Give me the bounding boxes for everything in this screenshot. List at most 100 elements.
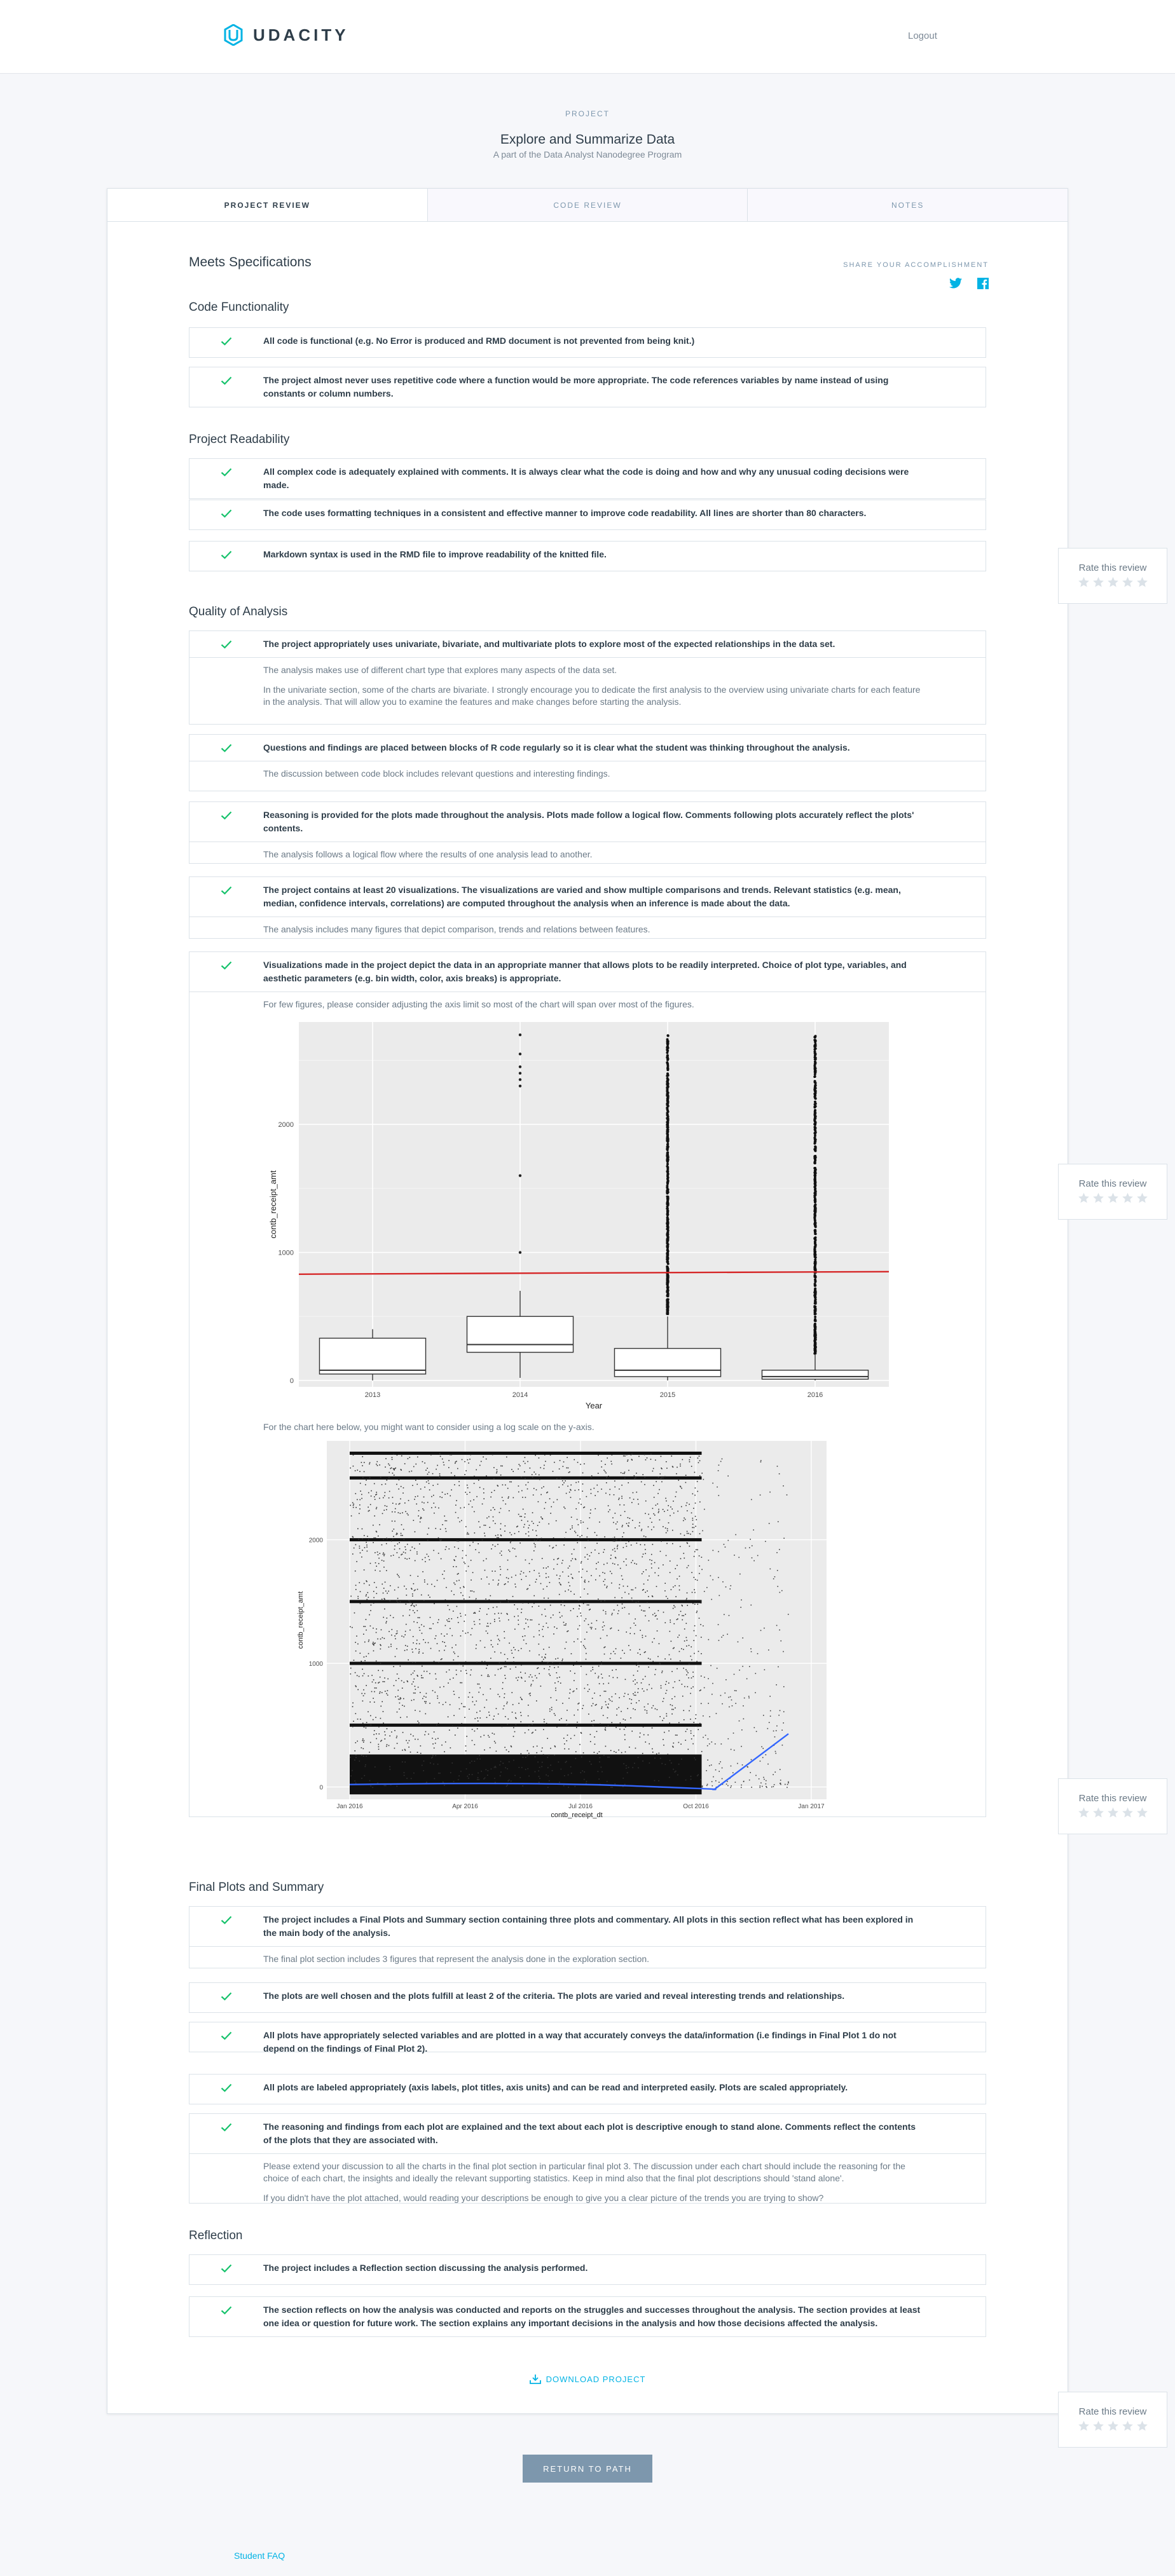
tab-notes[interactable]: NOTES xyxy=(747,189,1068,221)
star-icon[interactable] xyxy=(1078,1192,1090,1204)
star-icon[interactable] xyxy=(1107,1192,1119,1204)
star-icon[interactable] xyxy=(1092,1192,1104,1204)
scatter-point xyxy=(406,1594,408,1596)
scatter-point xyxy=(694,1579,696,1580)
scatter-point xyxy=(769,1715,771,1717)
scatter-point xyxy=(463,1598,465,1600)
logout-link[interactable]: Logout xyxy=(908,31,937,41)
star-icon[interactable] xyxy=(1136,2420,1148,2432)
facebook-icon[interactable] xyxy=(977,278,989,289)
star-icon[interactable] xyxy=(1136,1192,1148,1204)
star-rating[interactable] xyxy=(1078,1192,1148,1204)
scatter-point xyxy=(406,1646,408,1647)
tab-project-review[interactable]: PROJECT REVIEW xyxy=(107,189,427,221)
udacity-logo[interactable]: UDACITY xyxy=(224,24,349,46)
star-icon[interactable] xyxy=(1122,1807,1134,1818)
star-icon[interactable] xyxy=(1092,576,1104,588)
scatter-point xyxy=(730,1787,731,1789)
scatter-point xyxy=(580,1597,581,1598)
scatter-point xyxy=(379,1571,381,1572)
star-icon[interactable] xyxy=(1122,1192,1134,1204)
student-faq-link[interactable]: Student FAQ xyxy=(234,2551,285,2561)
scatter-point xyxy=(515,1586,516,1588)
scatter-point xyxy=(683,1667,685,1669)
scatter-point xyxy=(431,1583,432,1585)
scatter-point xyxy=(686,1567,688,1569)
star-icon[interactable] xyxy=(1107,1807,1119,1818)
scatter-point xyxy=(720,1743,722,1745)
scatter-point xyxy=(629,1633,631,1635)
star-icon[interactable] xyxy=(1107,2420,1119,2432)
tab-code-review[interactable]: CODE REVIEW xyxy=(427,189,748,221)
scatter-point xyxy=(556,1499,558,1501)
scatter-point xyxy=(506,1701,508,1703)
scatter-point xyxy=(748,1697,750,1699)
scatter-point xyxy=(750,1651,752,1653)
scatter-point xyxy=(591,1551,592,1553)
star-icon[interactable] xyxy=(1122,2420,1134,2432)
star-icon[interactable] xyxy=(1107,576,1119,588)
scatter-point xyxy=(494,1621,495,1623)
scatter-point xyxy=(366,1594,368,1595)
scatter-point xyxy=(534,1756,536,1757)
scatter-point xyxy=(544,1721,545,1722)
scatter-point xyxy=(663,1526,664,1527)
star-rating[interactable] xyxy=(1078,2420,1148,2432)
scatter-point xyxy=(437,1773,439,1774)
scatter-point xyxy=(525,1623,526,1624)
star-rating[interactable] xyxy=(1078,576,1148,588)
star-icon[interactable] xyxy=(1078,576,1090,588)
scatter-point xyxy=(652,1641,653,1643)
scatter-point xyxy=(669,1630,671,1632)
star-icon[interactable] xyxy=(1078,1807,1090,1818)
scatter-point xyxy=(779,1549,780,1550)
scatter-point xyxy=(400,1469,402,1470)
star-icon[interactable] xyxy=(1136,1807,1148,1818)
criterion-row: Markdown syntax is used in the RMD file … xyxy=(189,542,986,568)
scatter-point xyxy=(488,1583,490,1585)
star-icon[interactable] xyxy=(1136,576,1148,588)
check-cell xyxy=(189,459,263,477)
scatter-point xyxy=(408,1747,409,1748)
return-to-path-button[interactable]: RETURN TO PATH xyxy=(523,2455,652,2483)
scatter-point xyxy=(783,1711,785,1713)
scatter-point xyxy=(521,1520,523,1521)
scatter-point xyxy=(692,1686,694,1687)
scatter-point xyxy=(485,1598,486,1600)
star-icon[interactable] xyxy=(1092,1807,1104,1818)
scatter-point xyxy=(739,1669,740,1671)
download-project-link[interactable]: DOWNLOAD PROJECT xyxy=(107,2374,1068,2384)
scatter-point xyxy=(570,1653,572,1654)
criterion-text: The code uses formatting techniques in a… xyxy=(263,508,867,518)
scatter-point xyxy=(638,1503,639,1505)
scatter-point xyxy=(699,1690,701,1691)
scatter-point xyxy=(373,1627,374,1629)
scatter-point xyxy=(473,1591,475,1593)
reference-line xyxy=(298,1271,889,1275)
scatter-point xyxy=(375,1530,377,1532)
star-icon[interactable] xyxy=(1122,576,1134,588)
scatter-point xyxy=(673,1501,674,1502)
scatter-point xyxy=(469,1692,471,1693)
criterion-box: The project appropriately uses univariat… xyxy=(189,630,986,725)
twitter-icon[interactable] xyxy=(949,278,962,289)
scatter-point xyxy=(536,1677,537,1679)
star-icon[interactable] xyxy=(1092,2420,1104,2432)
scatter-point xyxy=(624,1739,626,1740)
scatter-point xyxy=(385,1483,387,1485)
star-icon[interactable] xyxy=(1078,2420,1090,2432)
scatter-point xyxy=(649,1607,650,1609)
scatter-point xyxy=(718,1464,720,1466)
scatter-point xyxy=(636,1702,637,1703)
scatter-point xyxy=(483,1524,485,1526)
scatter-point xyxy=(669,1572,671,1574)
scatter-point xyxy=(483,1778,484,1780)
scatter-point xyxy=(666,1713,668,1715)
section-heading: Final Plots and Summary xyxy=(189,1881,324,1894)
outlier-point xyxy=(666,1246,670,1250)
scatter-point xyxy=(418,1653,420,1654)
scatter-point xyxy=(464,1461,465,1462)
scatter-point xyxy=(687,1748,689,1750)
scatter-point xyxy=(446,1619,448,1621)
star-rating[interactable] xyxy=(1078,1807,1148,1818)
